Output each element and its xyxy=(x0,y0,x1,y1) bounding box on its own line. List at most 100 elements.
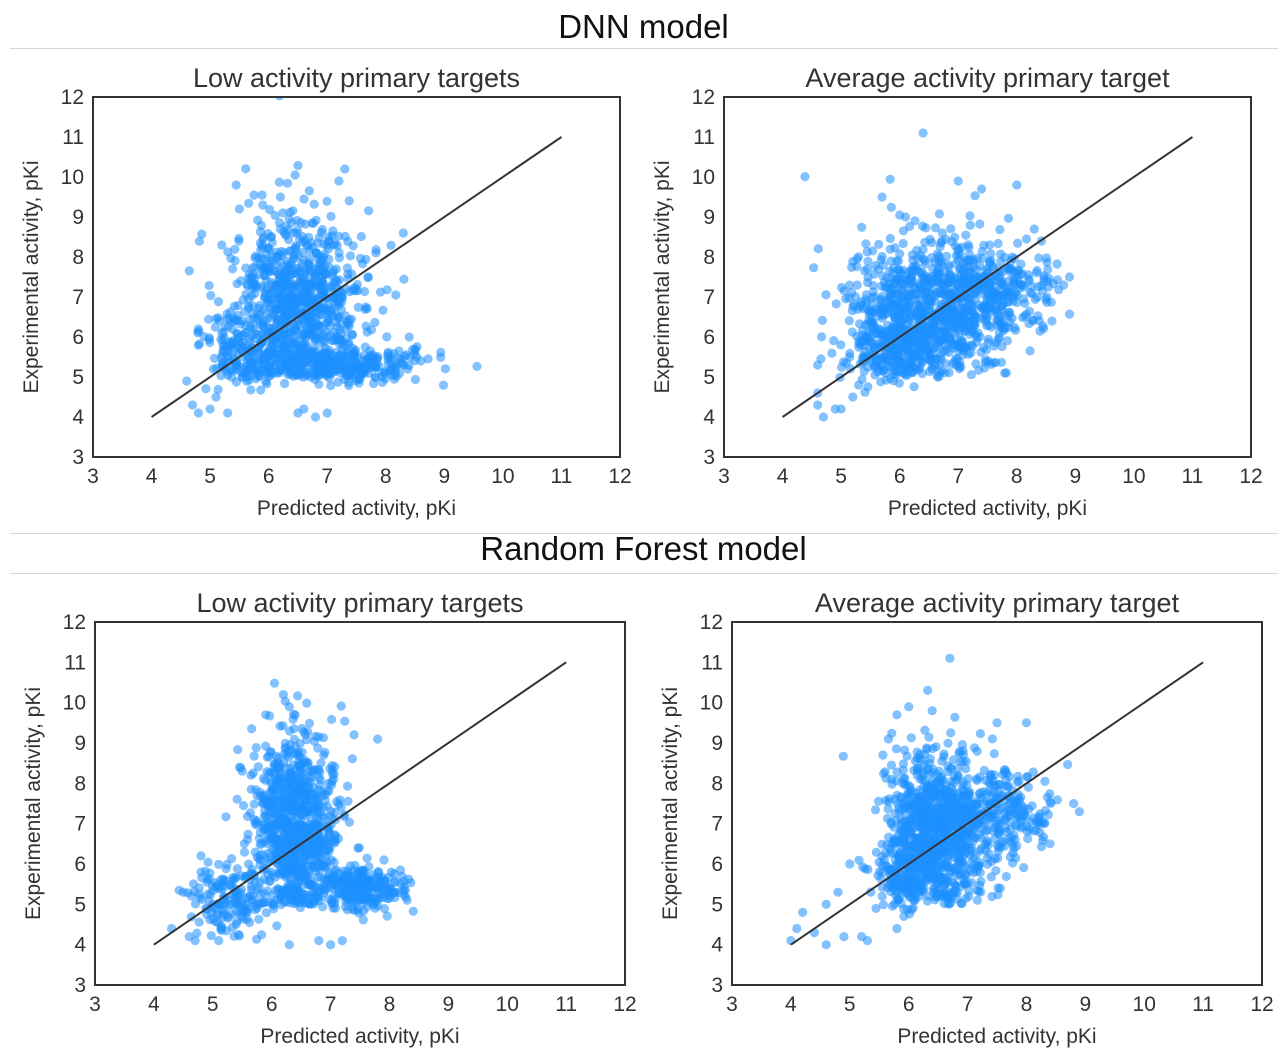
scatter-point xyxy=(809,263,819,273)
scatter-point xyxy=(950,712,960,722)
scatter-point xyxy=(306,238,316,248)
scatter-point xyxy=(307,322,317,332)
scatter-point xyxy=(234,204,244,214)
scatter-point xyxy=(227,900,237,910)
scatter-point xyxy=(977,184,987,194)
scatter-point xyxy=(395,865,405,875)
scatter-point xyxy=(989,341,999,351)
scatter-point xyxy=(886,202,897,212)
scatter-point xyxy=(323,300,333,311)
scatter-point xyxy=(974,365,984,375)
scatter-point xyxy=(976,347,986,357)
scatter-point xyxy=(1036,842,1047,852)
scatter-point xyxy=(182,376,192,386)
scatter-point xyxy=(214,859,224,870)
scatter-point xyxy=(313,872,323,882)
scatter-point xyxy=(360,286,370,297)
scatter-point xyxy=(196,851,206,861)
scatter-point xyxy=(348,884,358,894)
scatter-point xyxy=(893,265,903,275)
scatter-point xyxy=(259,232,269,242)
scatter-point xyxy=(1037,286,1047,296)
scatter-point xyxy=(261,908,271,918)
scatter-point xyxy=(290,848,300,859)
scatter-point xyxy=(243,352,253,362)
scatter-point xyxy=(294,293,304,303)
scatter-point xyxy=(891,744,902,754)
scatter-point xyxy=(278,721,288,731)
scatter-point xyxy=(275,192,285,202)
scatter-point xyxy=(893,351,903,361)
scatter-point xyxy=(897,826,907,837)
y-tick-label: 6 xyxy=(72,326,84,349)
scatter-point xyxy=(349,905,359,915)
scatter-point xyxy=(273,775,284,785)
scatter-point xyxy=(912,770,922,780)
scatter-point xyxy=(244,198,254,208)
scatter-point xyxy=(238,295,248,305)
scatter-point xyxy=(813,360,823,370)
scatter-point xyxy=(327,780,337,790)
scatter-point xyxy=(205,404,215,414)
scatter-point xyxy=(959,878,970,888)
scatter-point xyxy=(250,328,260,338)
scatter-point xyxy=(293,160,303,171)
scatter-point xyxy=(933,308,943,318)
scatter-point xyxy=(364,206,374,216)
scatter-point xyxy=(987,734,998,744)
scatter-point xyxy=(1047,316,1057,326)
scatter-point xyxy=(233,745,243,755)
scatter-point xyxy=(963,774,973,784)
x-tick-label: 7 xyxy=(325,993,337,1016)
scatter-point xyxy=(272,315,283,325)
scatter-point xyxy=(197,894,207,905)
scatter-point xyxy=(269,348,279,358)
scatter-point xyxy=(280,378,290,389)
scatter-point xyxy=(408,906,418,916)
scatter-point xyxy=(311,215,321,225)
scatter-point xyxy=(398,228,408,238)
scatter-point xyxy=(317,309,328,319)
scatter-point xyxy=(897,275,907,285)
scatter-point xyxy=(1024,276,1034,286)
scatter-point xyxy=(267,784,277,794)
scatter-point xyxy=(382,332,392,342)
scatter-point xyxy=(326,380,336,391)
scatter-point xyxy=(925,833,935,843)
scatter-point xyxy=(353,302,363,312)
scatter-point xyxy=(340,716,350,726)
scatter-point xyxy=(987,891,997,902)
scatter-point xyxy=(878,750,888,760)
y-tick-label: 9 xyxy=(74,732,86,755)
scatter-point xyxy=(993,883,1003,893)
scatter-point xyxy=(1023,782,1033,792)
scatter-point xyxy=(331,865,341,875)
divider xyxy=(10,48,1278,49)
scatter-point xyxy=(307,821,317,832)
scatter-point xyxy=(204,280,214,291)
scatter-point xyxy=(382,285,392,295)
scatter-point xyxy=(831,299,841,309)
x-tick-label: 12 xyxy=(613,993,636,1016)
scatter-point xyxy=(236,871,247,881)
scatter-point xyxy=(1034,253,1044,263)
scatter-point xyxy=(268,367,278,378)
scatter-point xyxy=(404,874,414,884)
scatter-point xyxy=(237,372,247,382)
scatter-point xyxy=(293,408,303,418)
scatter-point xyxy=(260,811,270,821)
scatter-point xyxy=(285,898,295,908)
scatter-point xyxy=(870,805,881,815)
scatter-point xyxy=(276,297,286,307)
scatter-point xyxy=(951,285,961,295)
scatter-point xyxy=(308,299,318,310)
scatter-point xyxy=(282,178,293,188)
scatter-point xyxy=(423,354,433,364)
scatter-point xyxy=(975,219,985,229)
scatter-point xyxy=(364,862,374,872)
scatter-point xyxy=(330,903,341,913)
scatter-point xyxy=(272,836,282,846)
x-tick-label: 3 xyxy=(87,465,99,488)
scatter-point xyxy=(265,204,275,215)
